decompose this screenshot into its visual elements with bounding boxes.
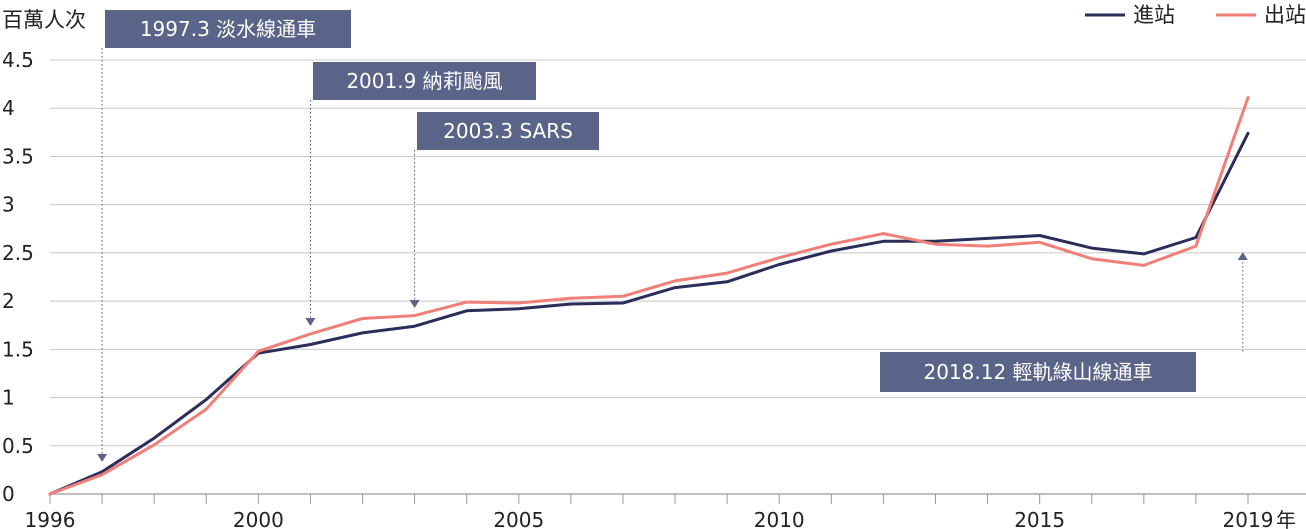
- series-line-出站: [48, 96, 1250, 496]
- series-line-進站: [48, 131, 1250, 496]
- annotation-box: [880, 352, 1196, 392]
- x-tick-label: 2010: [754, 508, 805, 529]
- y-tick-label: 3.5: [2, 144, 34, 168]
- x-tick-label: 2019: [1223, 508, 1274, 529]
- axes: 0 0.5 1 1.5 2 2.5 3 3.5 4 4.5 1996 2000 2005 2010 2015…: [2, 48, 1306, 529]
- series-group: [48, 96, 1250, 496]
- y-tick-label: 4.5: [2, 48, 34, 72]
- annotation-label: 2003.3 SARS: [443, 119, 573, 143]
- y-tick-label: 2.5: [2, 241, 34, 265]
- y-axis-unit-label: 百萬人次: [2, 8, 86, 32]
- legend-label: 出站: [1264, 3, 1306, 27]
- annotation-box: [313, 62, 536, 100]
- grid-lines: [50, 59, 1306, 447]
- annotation-label: 2018.12 輕軌綠山線通車: [923, 360, 1152, 384]
- y-tick-label: 1.5: [2, 337, 34, 361]
- y-tick-label: 0.5: [2, 434, 34, 458]
- annotation-leaders: [97, 48, 1248, 462]
- annotation-arrowhead: [97, 454, 108, 462]
- y-tick-label: 2: [2, 289, 15, 313]
- x-tick-label: 2015: [1014, 508, 1065, 529]
- annotation-boxes: 1997.3 淡水線通車 2001.9 納莉颱風 2003.3 SARS 2018.1…: [105, 10, 1196, 392]
- annotation-arrowhead: [1237, 252, 1248, 260]
- x-tick-label: 1996: [25, 508, 76, 529]
- x-tick-label: 2000: [233, 508, 284, 529]
- x-axis-unit-label: 年: [1276, 508, 1296, 529]
- annotation-label: 2001.9 納莉颱風: [346, 69, 502, 93]
- annotation-label: 1997.3 淡水線通車: [140, 17, 316, 41]
- y-tick-label: 0: [2, 482, 15, 506]
- annotation-box: [105, 10, 351, 48]
- legend: 進站 出站: [1085, 3, 1306, 27]
- annotation-arrowhead: [409, 300, 420, 308]
- y-tick-label: 4: [2, 96, 15, 120]
- y-tick-label: 1: [2, 386, 15, 410]
- annotation-arrowhead: [305, 318, 316, 326]
- annotation-box: [417, 112, 599, 150]
- legend-label: 進站: [1133, 3, 1175, 27]
- y-tick-label: 3: [2, 193, 15, 217]
- x-tick-label: 2005: [493, 508, 544, 529]
